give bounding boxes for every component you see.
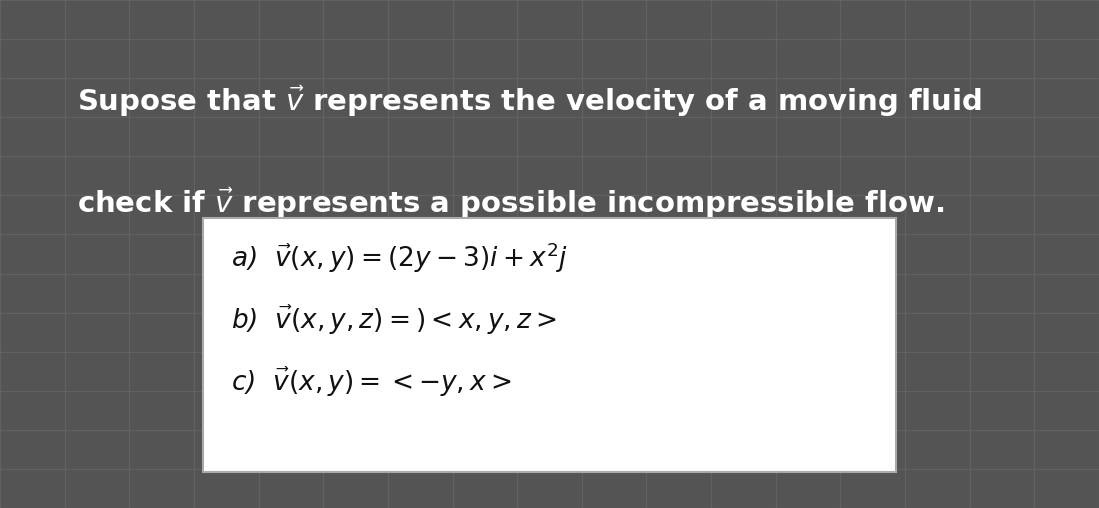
Text: check if $\vec{v}$ represents a possible incompressible flow.: check if $\vec{v}$ represents a possible… xyxy=(77,185,944,221)
FancyBboxPatch shape xyxy=(203,218,896,472)
Text: a)  $\vec{v}(x, y) = (2y - 3)i + x^2j$: a) $\vec{v}(x, y) = (2y - 3)i + x^2j$ xyxy=(231,241,568,275)
Text: Supose that $\vec{v}$ represents the velocity of a moving fluid: Supose that $\vec{v}$ represents the vel… xyxy=(77,84,981,119)
Text: c)  $\vec{v}(x, y) = < -y, x >$: c) $\vec{v}(x, y) = < -y, x >$ xyxy=(231,366,511,399)
Text: b)  $\vec{v}(x, y, z) =)< x, y, z >$: b) $\vec{v}(x, y, z) =)< x, y, z >$ xyxy=(231,303,556,337)
